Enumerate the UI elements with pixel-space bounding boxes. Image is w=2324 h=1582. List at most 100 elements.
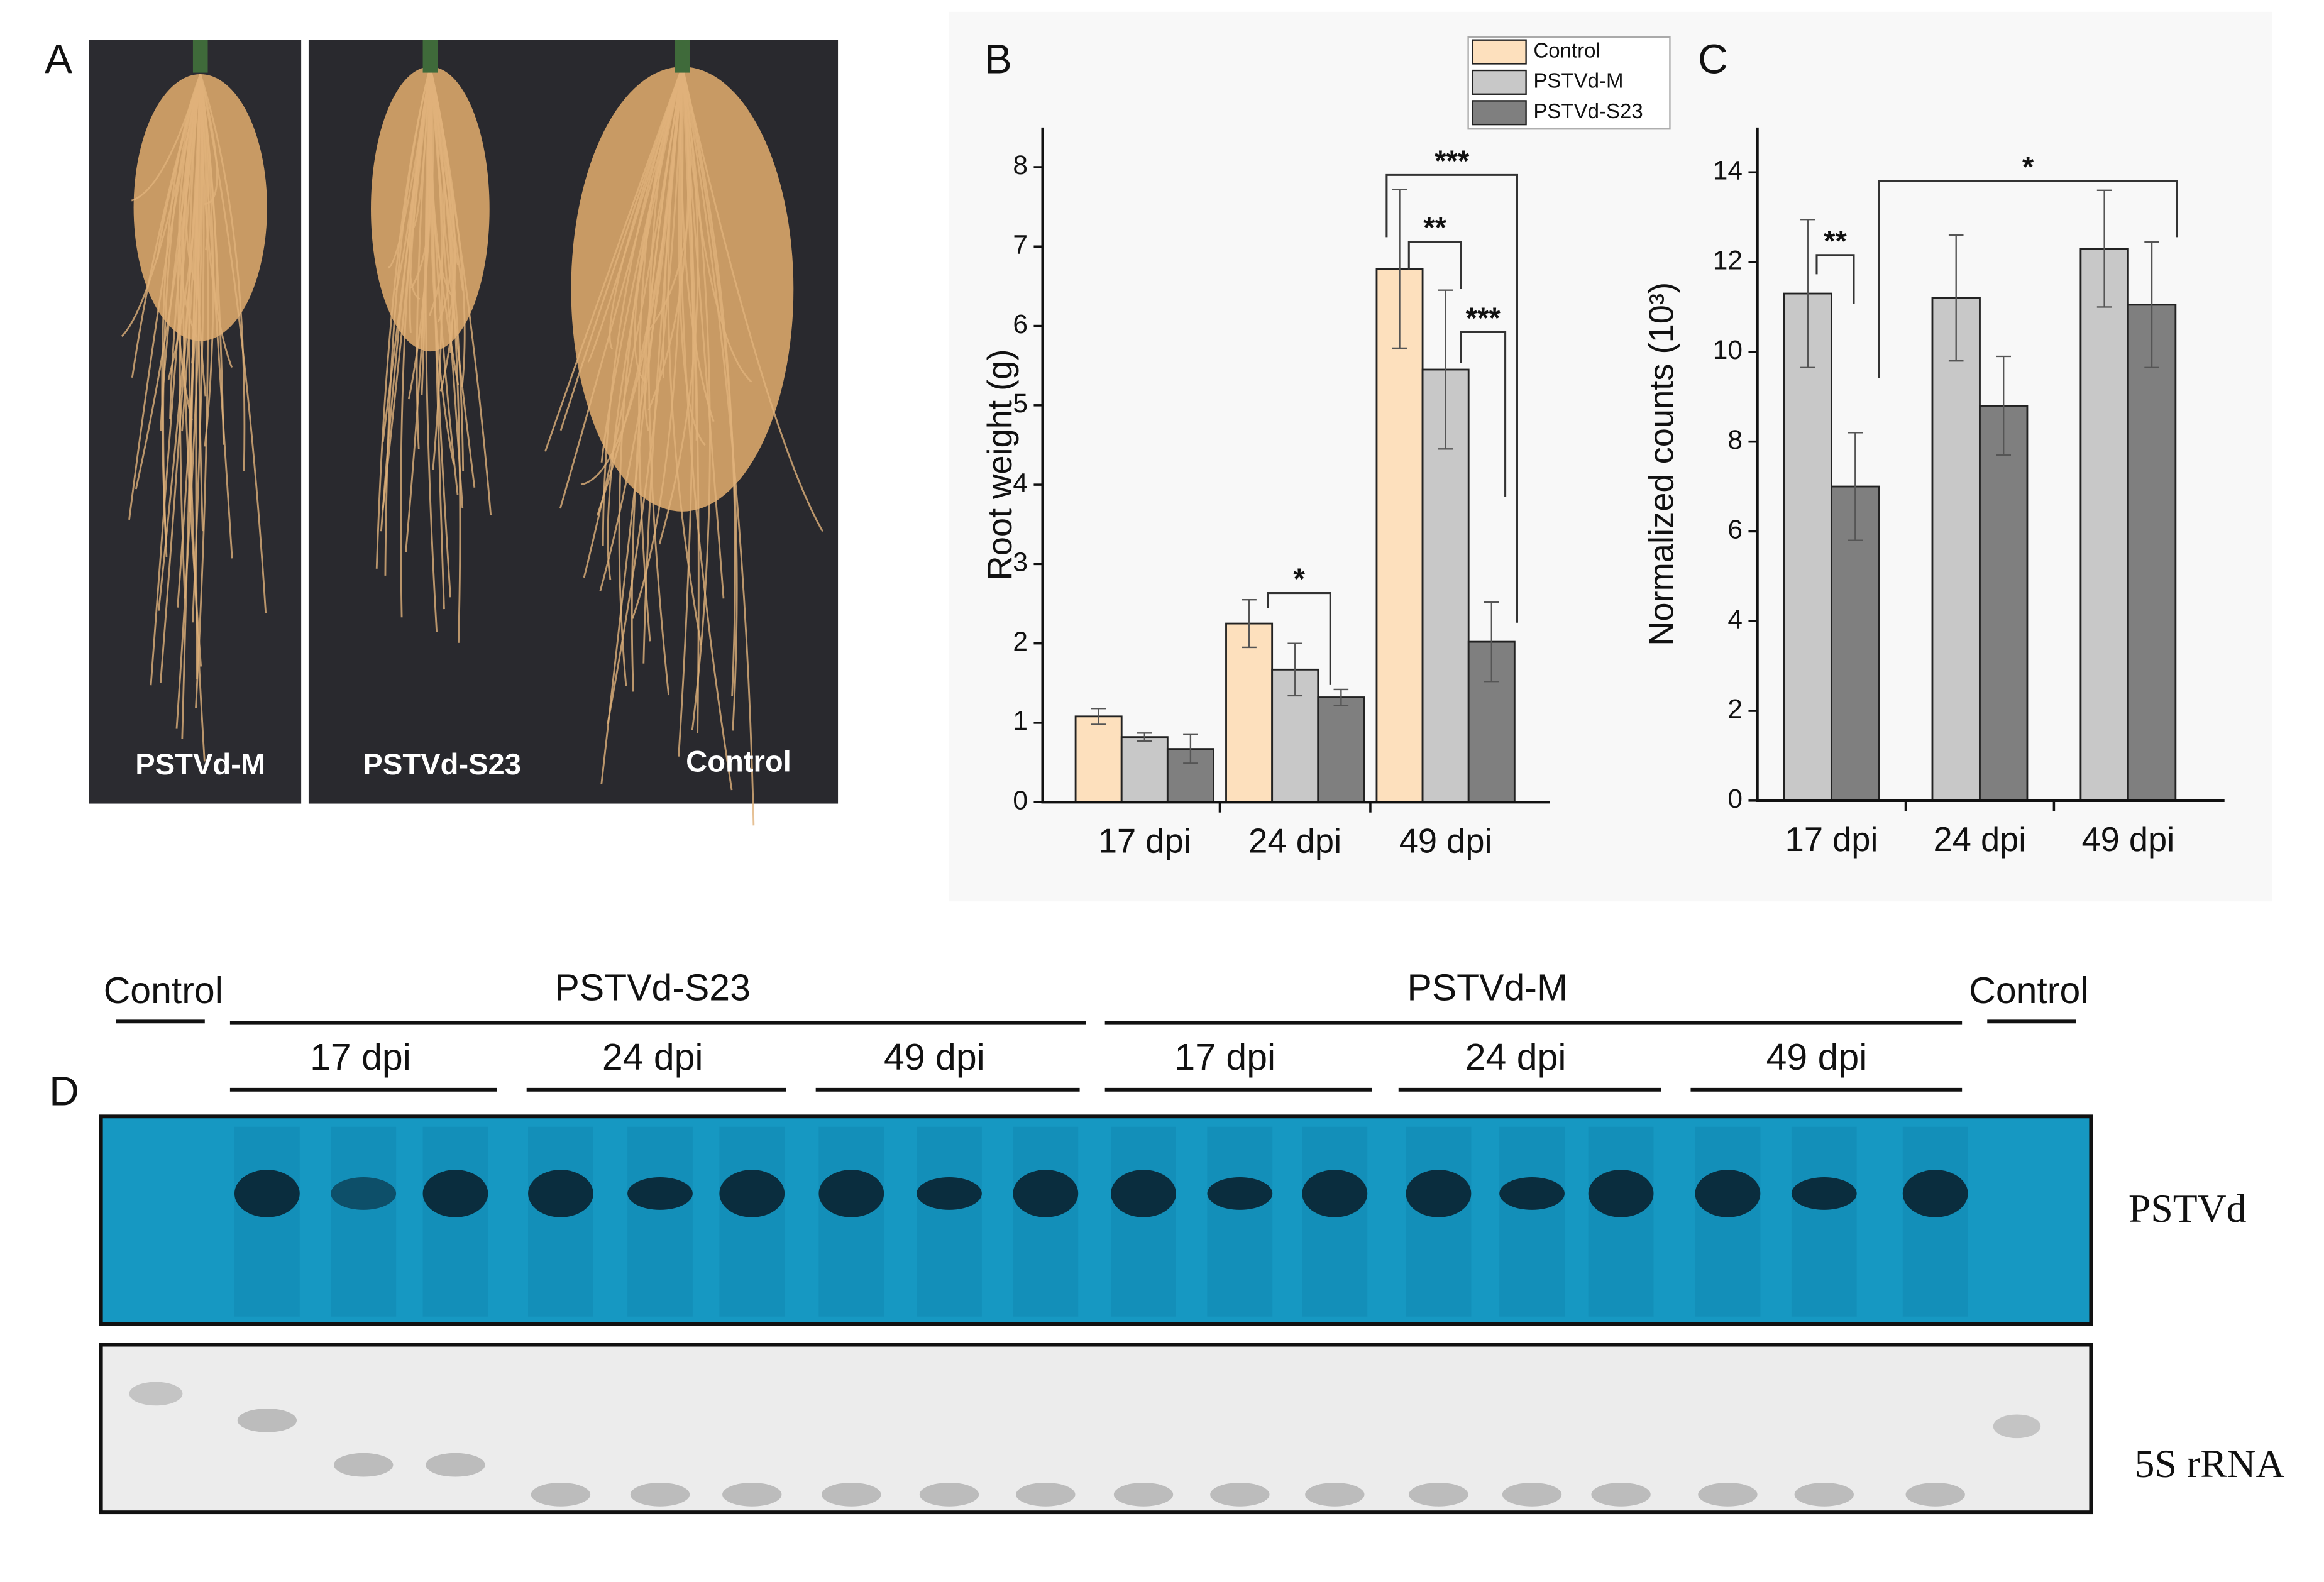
- band: [234, 1170, 300, 1217]
- root: [544, 66, 683, 452]
- x-tick-label: 49 dpi: [2081, 821, 2174, 859]
- significance-label: *: [1294, 562, 1306, 595]
- root: [618, 66, 683, 686]
- significance-bracket: [1385, 173, 1519, 623]
- root: [644, 66, 691, 336]
- y-tick-label: 5: [1013, 388, 1028, 418]
- error-bar: [1800, 219, 1815, 369]
- root: [583, 66, 683, 578]
- photo-label: PSTVd-S23: [363, 747, 521, 781]
- root: [559, 66, 683, 431]
- bar: [1120, 736, 1169, 803]
- root: [429, 66, 464, 291]
- panel-letter: A: [45, 36, 72, 82]
- timepoint-label: 49 dpi: [1766, 1037, 1868, 1078]
- significance-bracket: [1407, 240, 1462, 289]
- y-tick-label: 6: [1013, 309, 1028, 339]
- lane-shadow: [917, 1126, 982, 1317]
- root: [199, 74, 214, 447]
- band: [1588, 1170, 1654, 1217]
- bar: [1317, 696, 1365, 803]
- rrna-band: [1591, 1482, 1651, 1507]
- band: [1111, 1170, 1176, 1217]
- stem: [192, 40, 208, 73]
- x-tick-label: 24 dpi: [1248, 823, 1341, 860]
- x-tick-label: 17 dpi: [1785, 821, 1878, 859]
- error-bar: [1091, 708, 1106, 725]
- legend-label: Control: [1533, 38, 1600, 62]
- root: [681, 67, 700, 733]
- root: [195, 74, 202, 679]
- y-tick-label: 12: [1713, 245, 1743, 275]
- stem: [422, 40, 438, 73]
- band: [1207, 1177, 1273, 1210]
- y-tick-label: 1: [1013, 706, 1028, 735]
- band: [1695, 1170, 1761, 1217]
- y-tick-label: 3: [1013, 547, 1028, 577]
- lane-shadow: [719, 1126, 785, 1317]
- band: [1902, 1170, 1968, 1217]
- error-bar: [1996, 355, 2011, 456]
- root: [658, 66, 699, 545]
- rrna-band: [1698, 1482, 1758, 1507]
- error-bar: [1242, 599, 1257, 649]
- lane-shadow: [1902, 1126, 1968, 1317]
- timepoint-label: 17 dpi: [310, 1037, 411, 1078]
- band: [1791, 1177, 1857, 1210]
- bar: [1421, 368, 1470, 803]
- bar: [2079, 248, 2129, 802]
- root: [607, 67, 683, 725]
- error-bar: [1392, 189, 1407, 349]
- legend-label: PSTVd-M: [1533, 69, 1623, 92]
- bar: [2127, 304, 2177, 802]
- y-tick-label: 8: [1013, 150, 1028, 180]
- rrna-band: [237, 1409, 297, 1432]
- error-bar: [1438, 289, 1453, 450]
- y-tick-label: 0: [1727, 784, 1743, 813]
- band: [1013, 1170, 1079, 1217]
- error-bar: [2144, 241, 2159, 369]
- error-bar: [1333, 688, 1349, 706]
- rrna-band: [129, 1382, 183, 1406]
- rrna-band: [722, 1482, 782, 1507]
- lane-shadow: [234, 1126, 300, 1317]
- rrna-band: [334, 1453, 394, 1477]
- rrna-band: [531, 1482, 591, 1507]
- bar: [1225, 622, 1274, 803]
- axis-lines: [1041, 127, 1550, 804]
- rrna-band: [1502, 1482, 1562, 1507]
- y-tick-label: 7: [1013, 229, 1028, 259]
- band: [1302, 1170, 1368, 1217]
- lane-shadow: [1207, 1126, 1273, 1317]
- y-axis-label: Root weight (g): [981, 349, 1019, 581]
- root: [681, 66, 736, 696]
- group-lines: [116, 1019, 2076, 1092]
- error-bar: [1137, 732, 1152, 742]
- x-tick-label: 49 dpi: [1399, 823, 1492, 860]
- significance-bracket: [1815, 254, 1855, 304]
- significance-bracket: [1267, 592, 1331, 685]
- band: [917, 1177, 982, 1210]
- x-tick-label: 24 dpi: [1934, 821, 2027, 859]
- root: [407, 67, 432, 400]
- axis-lines: [1756, 127, 2225, 802]
- lane-shadow: [1406, 1126, 1472, 1317]
- lane-shadow: [1588, 1126, 1654, 1317]
- timepoint-label: 49 dpi: [884, 1037, 985, 1078]
- bar: [1931, 297, 1981, 802]
- legend-swatch: [1472, 69, 1527, 95]
- lane-shadow: [1111, 1126, 1176, 1317]
- timepoint-label: 17 dpi: [1174, 1037, 1275, 1078]
- y-tick-label: 8: [1727, 425, 1743, 454]
- significance-bracket: [1878, 180, 2178, 378]
- root: [429, 67, 464, 508]
- root: [429, 66, 456, 318]
- rrna-band: [1993, 1414, 2041, 1439]
- y-tick-label: 2: [1013, 627, 1028, 656]
- panel-letter: D: [49, 1067, 79, 1114]
- rrna-band: [1016, 1482, 1076, 1507]
- error-bar: [2096, 189, 2112, 308]
- root: [199, 74, 267, 614]
- roots: [121, 40, 823, 826]
- band: [1406, 1170, 1472, 1217]
